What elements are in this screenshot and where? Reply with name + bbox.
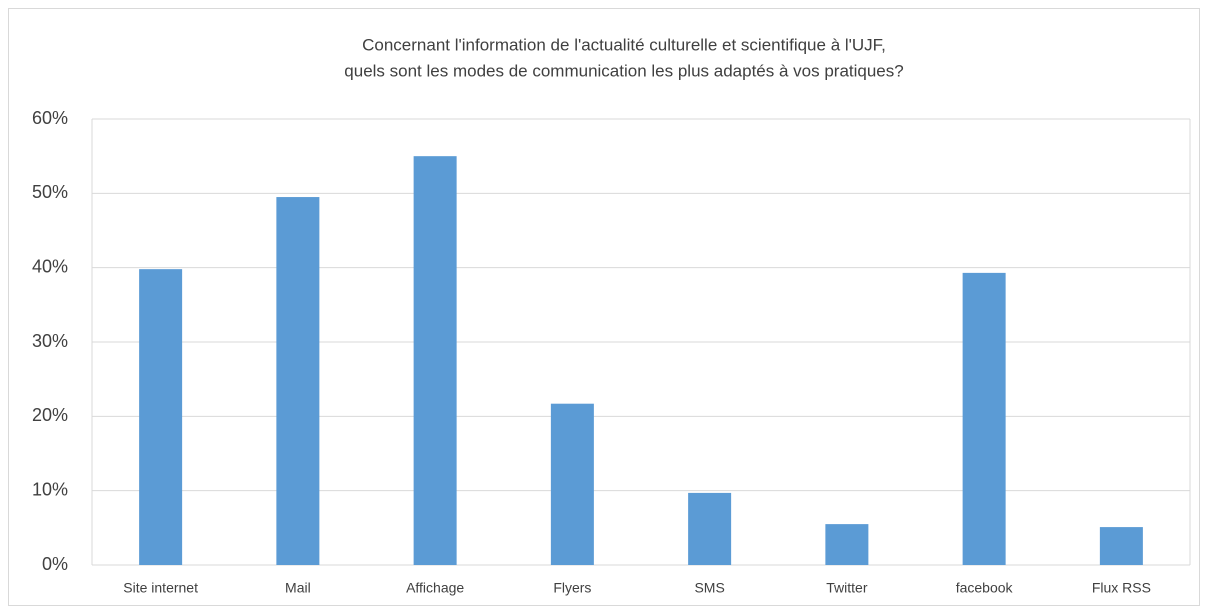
bar <box>139 269 183 565</box>
y-tick-label: 50% <box>32 182 68 202</box>
chart-border <box>8 8 1200 606</box>
bar <box>1099 527 1143 565</box>
y-tick-label: 30% <box>32 331 68 351</box>
bar <box>962 272 1006 565</box>
y-tick-label: 20% <box>32 405 68 425</box>
x-tick-label: Mail <box>285 580 311 596</box>
x-tick-label: SMS <box>694 580 724 596</box>
y-tick-label: 40% <box>32 256 68 276</box>
x-tick-label: Site internet <box>123 580 198 596</box>
chart-title: quels sont les modes de communication le… <box>344 61 903 80</box>
bar <box>413 156 457 565</box>
y-tick-label: 0% <box>42 554 68 574</box>
bar <box>688 492 732 565</box>
bar <box>550 403 594 565</box>
x-tick-label: Flux RSS <box>1092 580 1151 596</box>
x-tick-label: Affichage <box>406 580 464 596</box>
bar <box>276 197 320 566</box>
y-tick-label: 10% <box>32 479 68 499</box>
x-tick-label: Twitter <box>826 580 868 596</box>
bar <box>825 524 869 565</box>
x-tick-label: Flyers <box>553 580 591 596</box>
x-tick-label: facebook <box>956 580 1014 596</box>
y-tick-label: 60% <box>32 108 68 128</box>
chart-title: Concernant l'information de l'actualité … <box>362 35 886 54</box>
